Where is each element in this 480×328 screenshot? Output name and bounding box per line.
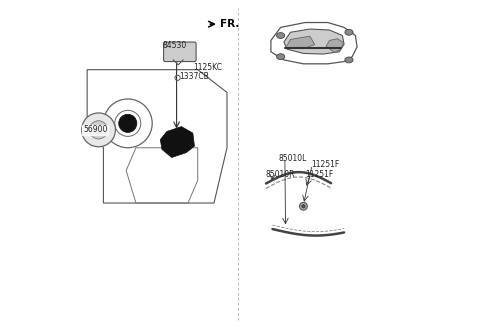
Polygon shape [286,36,315,49]
Polygon shape [160,127,194,157]
Circle shape [95,126,102,134]
Circle shape [89,121,108,139]
Circle shape [82,113,115,147]
Circle shape [300,202,307,210]
Text: 56900: 56900 [83,125,108,134]
Text: 85010R: 85010R [265,170,295,179]
Ellipse shape [276,32,285,38]
Circle shape [119,114,137,133]
Text: 84530: 84530 [162,41,187,51]
Text: FR.: FR. [220,19,239,29]
Text: 85010L: 85010L [278,154,307,163]
FancyBboxPatch shape [164,42,196,62]
Polygon shape [326,39,343,52]
Polygon shape [284,29,344,54]
Ellipse shape [345,30,353,35]
Text: 11251F: 11251F [312,160,340,169]
Text: 11251F: 11251F [305,170,333,179]
Text: 1125KC: 1125KC [193,63,222,72]
Circle shape [302,205,305,208]
Ellipse shape [276,54,285,60]
Text: 1337CB: 1337CB [179,72,209,81]
Ellipse shape [345,57,353,63]
